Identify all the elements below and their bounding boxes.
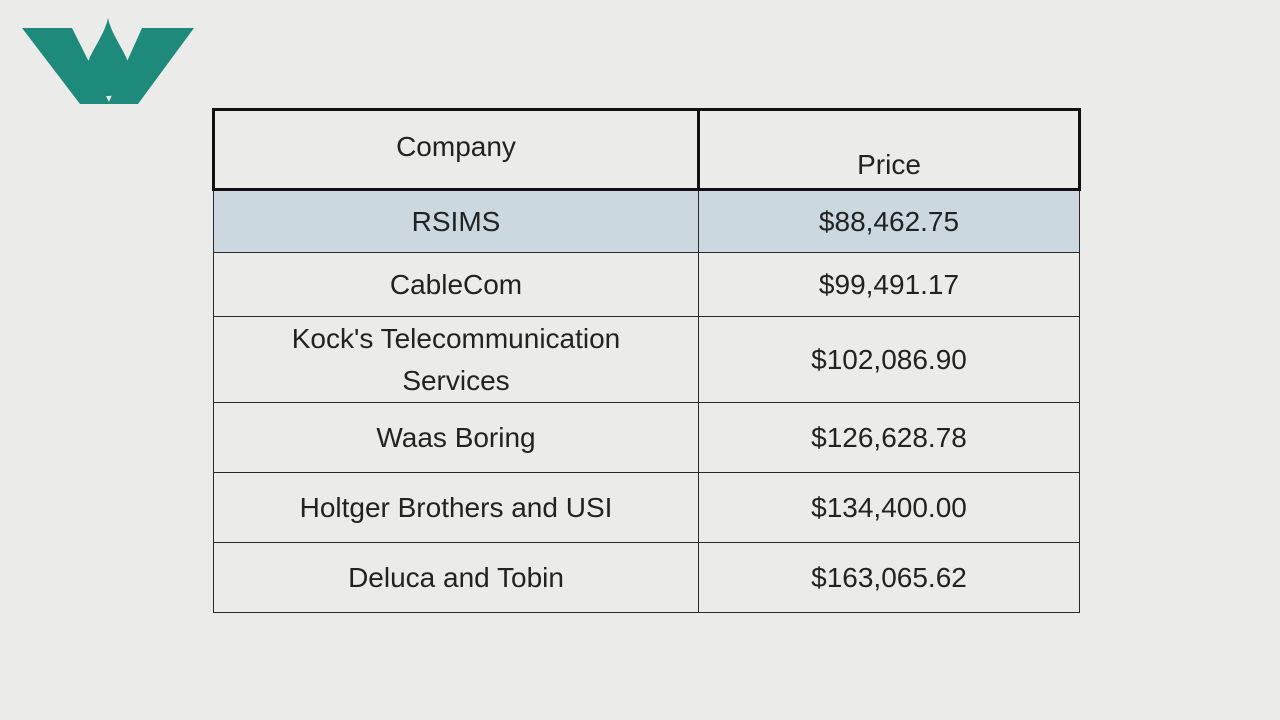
price-cell: $88,462.75 [698,189,1080,253]
table-row: Holtger Brothers and USI $134,400.00 [213,472,1080,543]
price-cell: $99,491.17 [698,252,1080,317]
water-drop-w-logo-icon [22,18,194,104]
company-cell: RSIMS [213,189,699,253]
table-row: CableCom $99,491.17 [213,252,1080,317]
company-cell: Holtger Brothers and USI [213,472,699,543]
price-cell: $126,628.78 [698,402,1080,473]
header-company: Company [212,108,700,191]
company-cell: Kock's Telecommunication Services [213,316,699,403]
table-row: Kock's Telecommunication Services $102,0… [213,316,1080,403]
company-cell: Deluca and Tobin [213,542,699,613]
table-header-row: Company Price [212,108,1081,191]
company-cell: CableCom [213,252,699,317]
table-row: RSIMS $88,462.75 [213,189,1080,253]
price-cell: $134,400.00 [698,472,1080,543]
header-price: Price [697,108,1081,191]
price-cell: $163,065.62 [698,542,1080,613]
company-cell: Waas Boring [213,402,699,473]
table-row: Waas Boring $126,628.78 [213,402,1080,473]
table-row: Deluca and Tobin $163,065.62 [213,542,1080,613]
bid-price-table: Company Price RSIMS $88,462.75 CableCom … [212,108,1081,613]
price-cell: $102,086.90 [698,316,1080,403]
